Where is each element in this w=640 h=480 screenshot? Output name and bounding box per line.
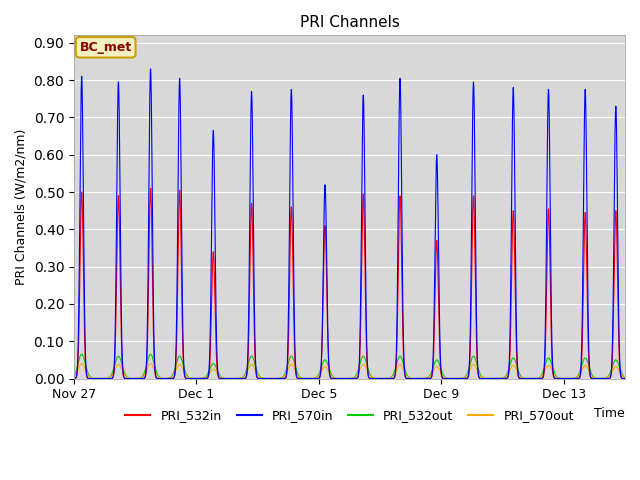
PRI_570in (147, 66, 154, 72)
PRI_570in (443, 376, 451, 382)
PRI_532out (170, 371, 177, 377)
PRI_532in (504, 373, 512, 379)
Line: PRI_532out: PRI_532out (74, 354, 625, 379)
PRI_532out (473, 361, 481, 367)
PRI_570out (621, 375, 628, 381)
PRI_570out (504, 370, 512, 376)
PRI_532in (70, 376, 78, 382)
PRI_570in (329, 376, 337, 382)
PRI_532in (147, 185, 154, 191)
PRI_570out (78, 360, 86, 366)
PRI_570out (70, 374, 78, 380)
Legend: PRI_532in, PRI_570in, PRI_532out, PRI_570out: PRI_532in, PRI_570in, PRI_532out, PRI_57… (120, 404, 579, 427)
PRI_532out (70, 373, 78, 379)
PRI_532in (443, 376, 451, 382)
PRI_532out (621, 375, 629, 381)
PRI_532out (490, 376, 497, 382)
Text: BC_met: BC_met (79, 41, 132, 54)
PRI_570out (490, 376, 497, 382)
PRI_570out (329, 374, 337, 380)
PRI_532in (170, 375, 177, 381)
PRI_570in (170, 375, 177, 381)
PRI_532out (443, 375, 451, 381)
PRI_532out (329, 374, 337, 380)
PRI_570in (621, 376, 628, 382)
PRI_570in (621, 376, 629, 382)
PRI_570out (170, 372, 177, 378)
PRI_532in (621, 376, 629, 382)
PRI_570in (473, 343, 481, 349)
PRI_570out (621, 375, 629, 381)
PRI_570in (504, 371, 512, 377)
PRI_532out (621, 374, 628, 380)
PRI_532in (329, 376, 337, 382)
X-axis label: Time: Time (595, 407, 625, 420)
Line: PRI_570out: PRI_570out (74, 363, 625, 379)
PRI_570out (473, 367, 481, 372)
PRI_532in (490, 376, 497, 382)
PRI_532in (473, 356, 481, 361)
Line: PRI_570in: PRI_570in (74, 69, 625, 379)
PRI_532out (504, 367, 512, 373)
PRI_570in (490, 376, 497, 382)
PRI_570out (443, 375, 451, 381)
Line: PRI_532in: PRI_532in (74, 188, 625, 379)
PRI_570in (70, 376, 78, 382)
PRI_532out (78, 351, 86, 357)
Y-axis label: PRI Channels (W/m2/nm): PRI Channels (W/m2/nm) (15, 129, 28, 285)
Title: PRI Channels: PRI Channels (300, 15, 399, 30)
PRI_532in (621, 376, 628, 382)
